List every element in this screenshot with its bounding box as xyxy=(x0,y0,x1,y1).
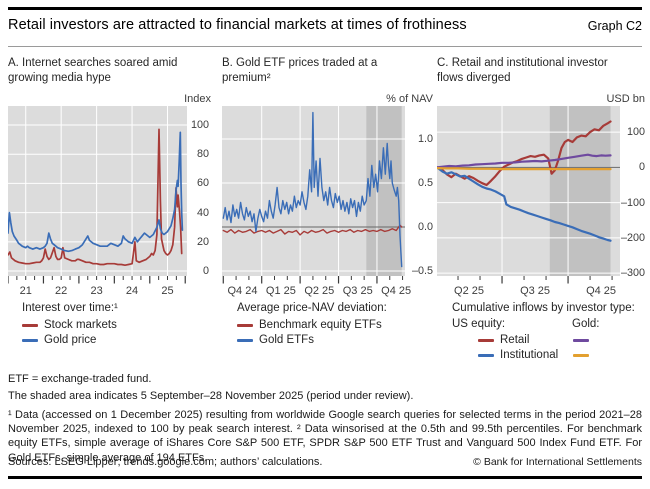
panel-a-title: A. Internet searches soared amid growing… xyxy=(8,57,178,84)
sources-line: Sources: LSEG Lipper; trends.google.com;… xyxy=(8,456,323,468)
panel-c-y-axis-labels: 100 0 –100 –200 –300 xyxy=(617,106,645,284)
panel-a-y-axis-labels: 100 80 60 40 20 0 xyxy=(187,106,209,284)
gold-institutional-line-swatch xyxy=(573,354,589,357)
y-tick-label: 20 xyxy=(196,235,209,248)
us-equity-column-header: US equity: xyxy=(452,318,506,330)
panel-b-legend-title: Average price-NAV deviation: xyxy=(237,302,387,314)
y-tick-label: 100 xyxy=(190,118,209,131)
x-tick-label: Q3 25 xyxy=(342,285,373,297)
panel-a-unit-label: Index xyxy=(184,93,211,105)
x-tick-label: Q4 25 xyxy=(586,285,617,297)
panel-c-legend-title: Cumulative inflows by investor type: xyxy=(452,302,635,314)
panel-b-legend-gold-etfs: Gold ETFs xyxy=(237,334,314,346)
y-tick-label: –300 xyxy=(620,267,645,280)
panel-a-chart xyxy=(8,106,187,284)
x-tick-label: Q2 25 xyxy=(304,285,335,297)
top-rule xyxy=(8,7,642,10)
panel-b-chart xyxy=(222,106,405,284)
graph-number-label: Graph C2 xyxy=(587,19,642,33)
panel-a-legend-stock-markets: Stock markets xyxy=(22,319,117,331)
gold-etfs-line-swatch xyxy=(237,339,253,342)
y-tick-label: 0 xyxy=(638,161,645,174)
x-tick-label: Q4 25 xyxy=(381,285,412,297)
panel-c-chart xyxy=(437,106,620,284)
us-equity-institutional-line-swatch xyxy=(478,354,494,357)
us-equity-retail-line-swatch xyxy=(478,339,494,342)
title-divider-rule xyxy=(8,46,642,47)
x-tick-label: Q3 25 xyxy=(520,285,551,297)
y-tick-label: 60 xyxy=(196,177,209,190)
panel-c-legend-retail: Retail xyxy=(452,334,642,346)
gold-column-header: Gold: xyxy=(572,318,600,330)
x-tick-label: Q4 24 xyxy=(227,285,258,297)
y-tick-label: 100 xyxy=(626,126,645,139)
panel-c-legend-col-headers: US equity: Gold: xyxy=(452,318,600,330)
y-tick-label: 0 xyxy=(202,265,209,278)
footnotes-paragraph: ¹ Data (accessed on 1 December 2025) res… xyxy=(8,409,642,464)
panel-a-x-axis-labels: 21 22 23 24 25 xyxy=(8,285,187,298)
copyright-notice: © Bank for International Settlements xyxy=(473,456,642,468)
x-tick-label: 21 xyxy=(19,285,32,297)
y-tick-label: –100 xyxy=(620,196,645,209)
x-tick-label: 22 xyxy=(55,285,68,297)
x-tick-label: Q1 25 xyxy=(265,285,296,297)
panel-c-title: C. Retail and institutional investor flo… xyxy=(437,57,608,84)
benchmark-equity-etfs-line-swatch xyxy=(237,324,253,327)
y-tick-label: 80 xyxy=(196,148,209,161)
x-tick-label: 24 xyxy=(125,285,139,297)
panel-b-title: B. Gold ETF prices traded at a premium² xyxy=(222,57,378,84)
x-tick-label: 23 xyxy=(90,285,103,297)
y-tick-label: 0.5 xyxy=(417,176,433,189)
y-tick-label: 1.0 xyxy=(417,132,433,145)
panel-c-x-axis-labels: Q2 25 Q3 25 Q4 25 xyxy=(437,285,620,298)
panel-a-legend-gold-price: Gold price xyxy=(22,334,96,346)
gold-retail-line-swatch xyxy=(573,339,589,342)
y-tick-label: –0.5 xyxy=(411,264,433,277)
y-tick-label: 40 xyxy=(196,206,209,219)
etf-definition-note: ETF = exchange-traded fund. xyxy=(8,373,152,385)
gold-price-line-swatch xyxy=(22,339,38,342)
y-tick-label: 0.0 xyxy=(417,220,433,233)
stock-markets-line-swatch xyxy=(22,324,38,327)
panel-b-x-axis-labels: Q4 24 Q1 25 Q2 25 Q3 25 Q4 25 xyxy=(222,285,412,298)
y-tick-label: –200 xyxy=(620,231,645,244)
panel-b-y-axis-labels: 1.0 0.5 0.0 –0.5 xyxy=(405,106,433,284)
bottom-rule xyxy=(8,476,642,479)
x-tick-label: 25 xyxy=(161,285,174,297)
panel-b-unit-label: % of NAV xyxy=(386,93,433,105)
panel-b-legend-benchmark-etfs: Benchmark equity ETFs xyxy=(237,319,382,331)
figure-title: Retail investors are attracted to financ… xyxy=(8,17,467,33)
x-tick-label: Q2 25 xyxy=(454,285,484,297)
shaded-area-note: The shaded area indicates 5 September–28… xyxy=(8,390,414,402)
panel-a-legend-title: Interest over time:¹ xyxy=(22,302,118,314)
panel-c-legend-institutional: Institutional xyxy=(452,349,642,361)
panel-c-unit-label: USD bn xyxy=(606,93,645,105)
